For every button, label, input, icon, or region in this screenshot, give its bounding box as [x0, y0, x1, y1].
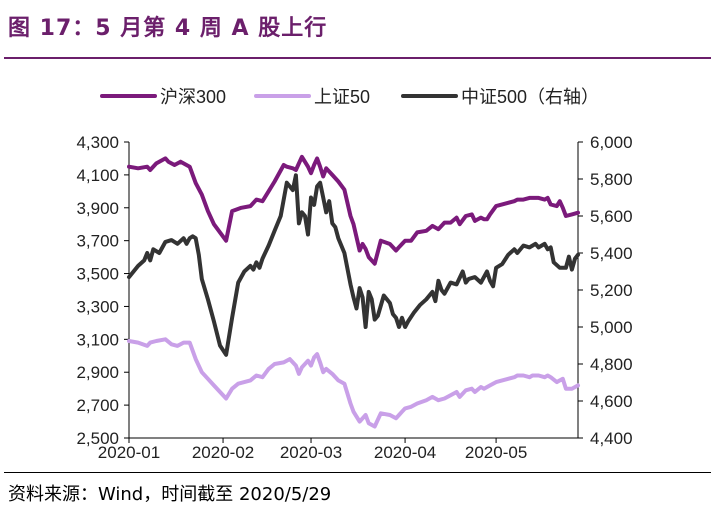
series-line-1: [127, 337, 580, 429]
x-tick-label: 2020-02: [192, 443, 254, 462]
axes: 2,500 2,700 2,900 3,100 3,300 3,500 3,700 3,900…: [76, 133, 632, 462]
x-tick-label: 2020-01: [98, 443, 160, 462]
y-tick-label-left: 2,700: [76, 396, 119, 415]
series-line-2: [127, 173, 580, 357]
y-tick-label-left: 2,500: [76, 429, 119, 448]
y-tick-label-right: 5,600: [590, 207, 633, 226]
legend-label-0: 沪深300: [160, 87, 226, 107]
x-tick-label: 2020-05: [465, 443, 527, 462]
chart-title: 图 17：5 月第 4 周 A 股上行: [8, 16, 328, 41]
series-lines: [127, 154, 580, 429]
y-tick-label-left: 3,900: [76, 199, 119, 218]
legend: 沪深300 上证50 中证500（右轴）: [100, 87, 599, 107]
series-line-0: [127, 154, 580, 266]
y-tick-label-right: 4,600: [590, 392, 633, 411]
legend-label-2: 中证500（右轴）: [461, 87, 599, 107]
y-tick-label-left: 3,500: [76, 265, 119, 284]
y-tick-label-right: 5,200: [590, 281, 633, 300]
source-divider: [4, 472, 711, 473]
y-tick-label-right: 5,800: [590, 170, 633, 189]
x-tick-label: 2020-03: [280, 443, 342, 462]
y-tick-label-right: 5,400: [590, 244, 633, 263]
y-tick-label-right: 6,000: [590, 133, 633, 152]
y-tick-label-left: 4,100: [76, 166, 119, 185]
x-tick-label: 2020-04: [374, 443, 436, 462]
y-tick-label-left: 4,300: [76, 133, 119, 152]
y-tick-label-right: 4,800: [590, 355, 633, 374]
title-divider: [4, 57, 711, 59]
source-note: 资料来源：Wind，时间截至 2020/5/29: [8, 484, 332, 505]
legend-label-1: 上证50: [314, 87, 370, 107]
y-tick-label-left: 3,100: [76, 330, 119, 349]
y-tick-label-left: 3,700: [76, 232, 119, 251]
y-tick-label-right: 5,000: [590, 318, 633, 337]
y-tick-label-left: 2,900: [76, 363, 119, 382]
y-tick-label-left: 3,300: [76, 297, 119, 316]
y-tick-label-right: 4,400: [590, 429, 633, 448]
